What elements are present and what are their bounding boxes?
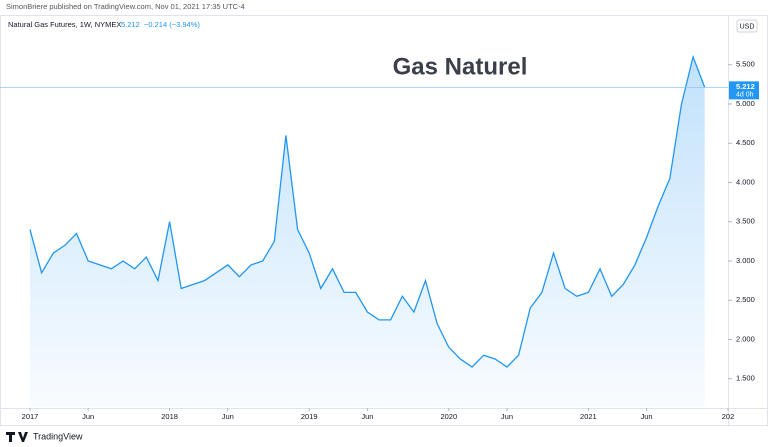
y-tick-label: 2.000 (736, 334, 755, 343)
x-tick-label: Jun (82, 412, 94, 421)
x-tick-label: Jun (361, 412, 373, 421)
y-tick-label: 5.000 (736, 99, 755, 108)
logo (6, 432, 28, 442)
x-tick-label: 2018 (161, 412, 178, 421)
last-price-label: 5.212 (736, 82, 755, 91)
x-tick-label: Jun (641, 412, 653, 421)
y-tick-label: 2.500 (736, 295, 755, 304)
x-tick-label: Jun (501, 412, 513, 421)
y-tick-label: 4.000 (736, 177, 755, 186)
y-tick-label: 1.500 (736, 374, 755, 383)
x-tick-label: 2021 (580, 412, 597, 421)
x-tick-label: 2020 (440, 412, 457, 421)
header-change: −0.214 (−3.94%) (144, 20, 200, 29)
x-tick-label: 202 (722, 412, 735, 421)
symbol: Natural Gas Futures, 1W, NYMEX (8, 20, 121, 29)
y-tick-label: 3.500 (736, 217, 755, 226)
currency-box[interactable] (736, 19, 758, 33)
x-tick-label: 2019 (301, 412, 318, 421)
header-price: 5.212 (121, 20, 140, 29)
price-line (29, 54, 706, 368)
y-tick-label: 4.500 (736, 138, 755, 147)
annotation-title: Gas Naturel (393, 53, 528, 80)
y-tick-label: 5.500 (736, 60, 755, 69)
y-tick-label: 3.000 (736, 256, 755, 265)
publisher-note: SimonBriere published on TradingView.com… (6, 2, 245, 11)
x-tick-label: Jun (222, 412, 234, 421)
area-fill (30, 56, 705, 408)
currency[interactable]: USD (740, 23, 755, 30)
countdown: 4d 0h (736, 92, 754, 99)
last-price-box (729, 81, 759, 100)
x-tick-label: 2017 (22, 412, 39, 421)
brand: TradingView (33, 431, 83, 441)
